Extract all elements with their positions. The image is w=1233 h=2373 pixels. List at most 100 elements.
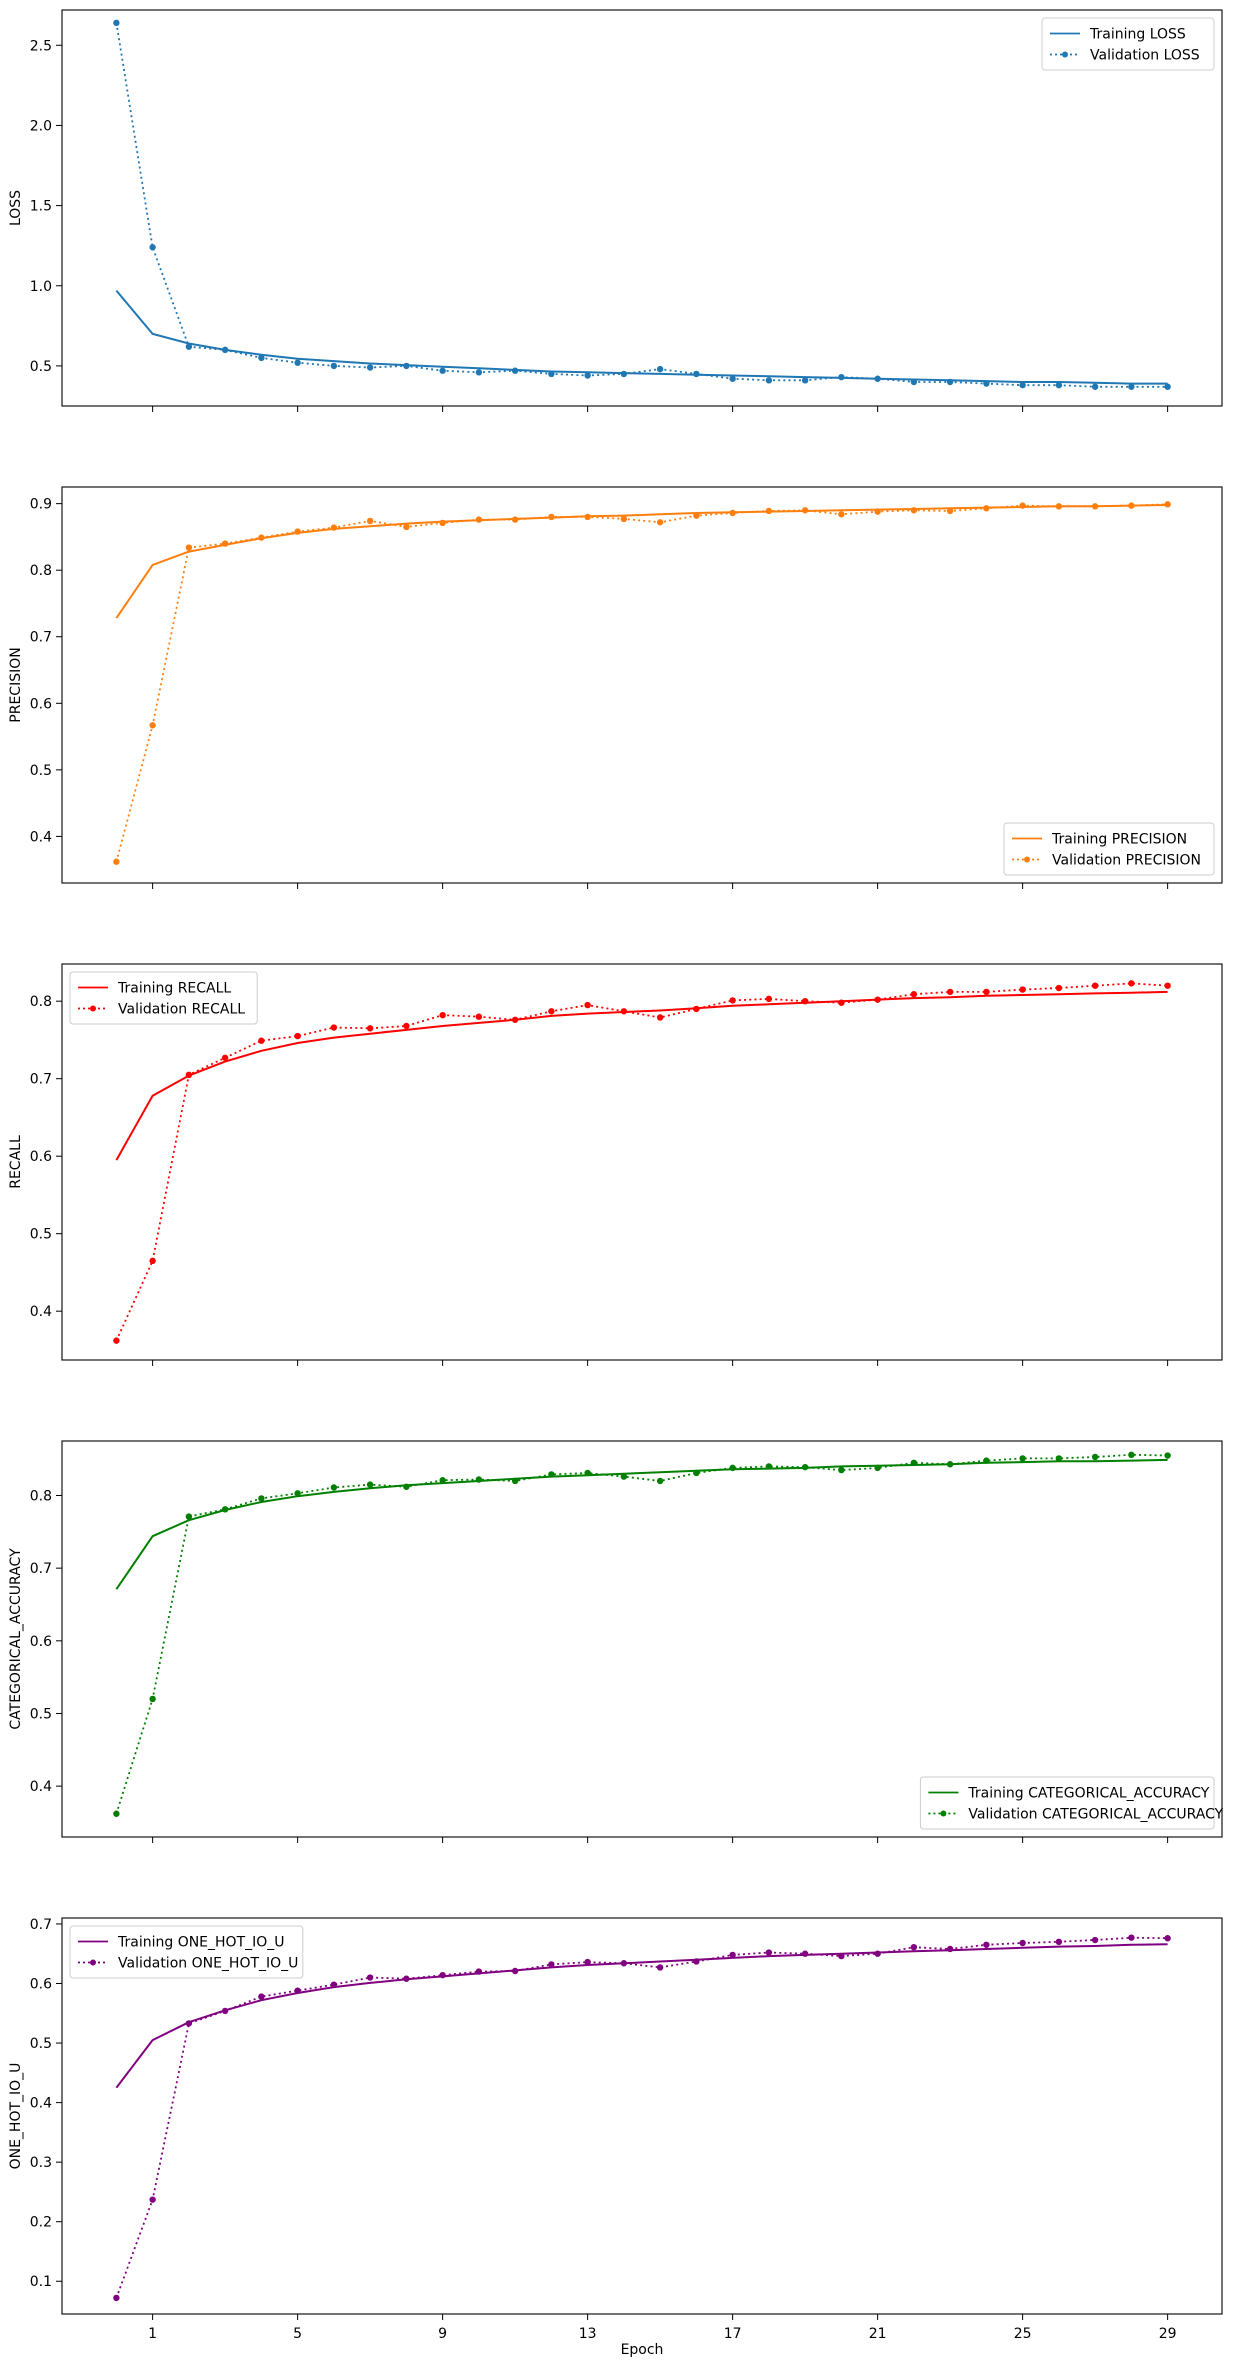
x-tick-label: 13 [579,2326,597,2342]
data-point [548,1961,555,1968]
data-point [946,507,954,515]
data-point [113,1810,120,1817]
data-point [294,528,301,535]
series-validation [113,1934,1171,2302]
series-line [115,1458,1168,1590]
data-point [1128,980,1135,987]
legend-frame [69,971,258,1025]
plot-frame [61,963,1223,1361]
y-tick-label: 0.5 [30,1227,52,1243]
data-point [620,1473,628,1480]
data-point [765,507,773,515]
data-point [403,1022,410,1030]
data-point [439,367,446,374]
data-point [149,2196,156,2203]
data-point [765,1949,773,1956]
data-point [258,1495,265,1502]
data-point [511,516,519,523]
data-point [983,988,990,996]
data-point [149,1257,156,1265]
data-point [511,367,519,374]
data-point [113,2294,120,2302]
legend-label: Validation LOSS [1090,48,1200,64]
legend-marker [1024,856,1030,863]
data-point [874,375,881,382]
data-point [620,1008,628,1015]
data-point [620,515,628,523]
data-point [693,1005,700,1013]
series-training [115,1458,1168,1590]
data-point [801,1950,809,1957]
data-point [983,380,990,387]
x-tick-label: 17 [724,2326,742,2342]
series-validation [113,501,1171,865]
data-point [1128,383,1135,390]
subplot-categorical-accuracy: 0.4 0.5 0.6 0.7 0.8 CATEGORICAL_ACCURACY Train… [8,1440,1224,1843]
legend: Training PRECISION Validation PRECISION [1003,822,1215,876]
data-point [838,1952,845,1960]
y-tick-label: 0.7 [30,1072,52,1088]
data-point [294,1032,301,1040]
data-point [113,858,120,865]
y-axis-label: RECALL [8,1135,24,1189]
data-point [294,1987,301,1994]
data-point [475,1013,483,1020]
data-point [729,997,736,1004]
legend-label: Validation CATEGORICAL_ACCURACY [968,1807,1223,1823]
plot-frame [61,1917,1223,2315]
data-point [149,244,156,251]
y-tick-label: 0.7 [30,1917,52,1933]
data-point [910,507,918,514]
series-training [115,1943,1168,2089]
data-point [548,370,555,378]
data-point [185,343,193,350]
data-point [1091,503,1099,510]
data-point [113,1337,120,1344]
x-tick-label: 21 [869,2326,887,2342]
data-point [584,372,591,379]
data-point [584,513,591,521]
x-tick-label: 5 [293,2326,302,2342]
y-tick-label: 0.4 [30,2096,52,2112]
data-point [1164,383,1171,390]
data-point [185,1071,193,1079]
y-tick-label: 0.6 [30,1634,52,1650]
data-point [548,1008,555,1015]
data-point [475,1968,483,1975]
x-axis-label: Epoch [621,2342,664,2358]
data-point [403,1975,410,1982]
subplot-loss: 0.5 1.0 1.5 2.0 2.5 LOSS Training LOSS Validati… [8,9,1223,412]
data-point [584,1001,591,1009]
data-point [1128,1934,1135,1941]
data-point [475,516,483,523]
legend-label: Training PRECISION [1051,832,1187,848]
legend-marker [90,1959,96,1966]
data-point [1164,1452,1171,1459]
data-point [366,1481,374,1488]
data-point [765,995,773,1003]
data-point [258,1993,265,2000]
subplot-precision: 0.4 0.5 0.6 0.7 0.8 0.9 PRECISION Training PREC… [8,486,1223,889]
series-line [115,990,1168,1161]
data-point [330,524,338,531]
y-tick-label: 0.2 [30,2215,52,2231]
data-point [475,1476,483,1483]
data-point [656,519,664,526]
y-tick-label: 0.5 [30,2036,52,2052]
data-point [1019,1455,1026,1462]
y-axis-label: PRECISION [8,647,24,722]
series-line [115,504,1168,619]
legend: Training LOSS Validation LOSS [1041,17,1215,71]
series-validation [113,980,1171,1344]
series-validation [113,1451,1171,1817]
data-point [330,1024,338,1031]
data-point [1019,502,1026,509]
series-training [115,990,1168,1161]
legend-frame [1003,822,1215,876]
data-point [366,1025,374,1032]
legend: Training CATEGORICAL_ACCURACY Validation … [919,1776,1224,1830]
data-point [1091,982,1099,989]
data-point [765,1463,773,1470]
legend-label: Training ONE_HOT_IO_U [117,1935,285,1951]
y-tick-label: 0.8 [30,563,52,579]
